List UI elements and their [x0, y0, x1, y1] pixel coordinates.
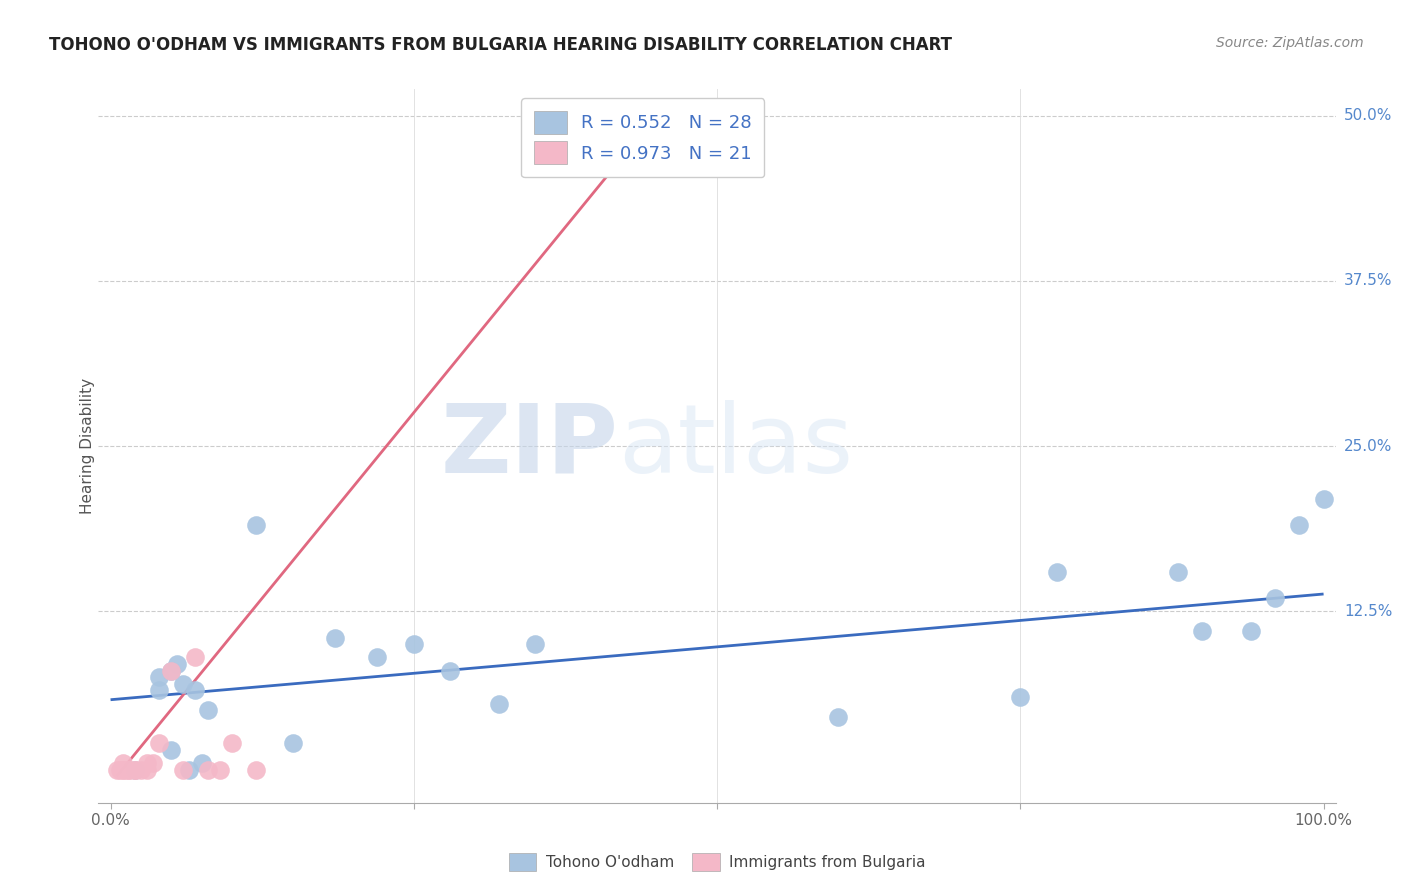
Point [1264, 591, 1286, 605]
Point [323, 631, 346, 645]
Text: Source: ZipAtlas.com: Source: ZipAtlas.com [1216, 36, 1364, 50]
Point [118, 763, 141, 777]
Point [1288, 518, 1310, 533]
Point [1312, 491, 1334, 506]
Point [179, 763, 201, 777]
Point [124, 763, 146, 777]
Point [136, 756, 159, 771]
Point [281, 736, 304, 750]
Point [1240, 624, 1263, 638]
Point [118, 763, 141, 777]
Point [245, 518, 267, 533]
Text: TOHONO O'ODHAM VS IMMIGRANTS FROM BULGARIA HEARING DISABILITY CORRELATION CHART: TOHONO O'ODHAM VS IMMIGRANTS FROM BULGAR… [49, 36, 952, 54]
Point [160, 664, 183, 678]
Point [172, 763, 194, 777]
Point [148, 683, 170, 698]
Point [190, 756, 212, 771]
Point [111, 756, 134, 771]
Point [197, 763, 219, 777]
Point [111, 763, 134, 777]
Point [1167, 565, 1189, 579]
Text: 25.0%: 25.0% [1344, 439, 1392, 453]
Point [160, 664, 183, 678]
Y-axis label: Hearing Disability: Hearing Disability [80, 378, 94, 514]
Point [172, 677, 194, 691]
Text: 37.5%: 37.5% [1344, 273, 1392, 288]
Point [1010, 690, 1032, 704]
Point [197, 703, 219, 717]
Point [184, 683, 207, 698]
Point [184, 650, 207, 665]
Text: atlas: atlas [619, 400, 853, 492]
Point [1046, 565, 1069, 579]
Point [148, 670, 170, 684]
Point [402, 637, 425, 651]
Point [439, 664, 461, 678]
Point [110, 763, 132, 777]
Point [129, 763, 152, 777]
Text: 12.5%: 12.5% [1344, 604, 1392, 619]
Point [124, 763, 146, 777]
Point [1191, 624, 1213, 638]
Point [524, 637, 547, 651]
Point [136, 763, 159, 777]
Point [366, 650, 388, 665]
Point [221, 736, 243, 750]
Point [245, 763, 267, 777]
Point [105, 763, 128, 777]
Point [142, 756, 165, 771]
Point [148, 736, 170, 750]
Text: 50.0%: 50.0% [1344, 108, 1392, 123]
Point [827, 710, 849, 724]
Point [160, 743, 183, 757]
Point [124, 763, 146, 777]
Legend: Tohono O'odham, Immigrants from Bulgaria: Tohono O'odham, Immigrants from Bulgaria [503, 847, 931, 877]
Point [208, 763, 231, 777]
Point [114, 763, 136, 777]
Point [166, 657, 188, 671]
Text: ZIP: ZIP [440, 400, 619, 492]
Point [488, 697, 510, 711]
